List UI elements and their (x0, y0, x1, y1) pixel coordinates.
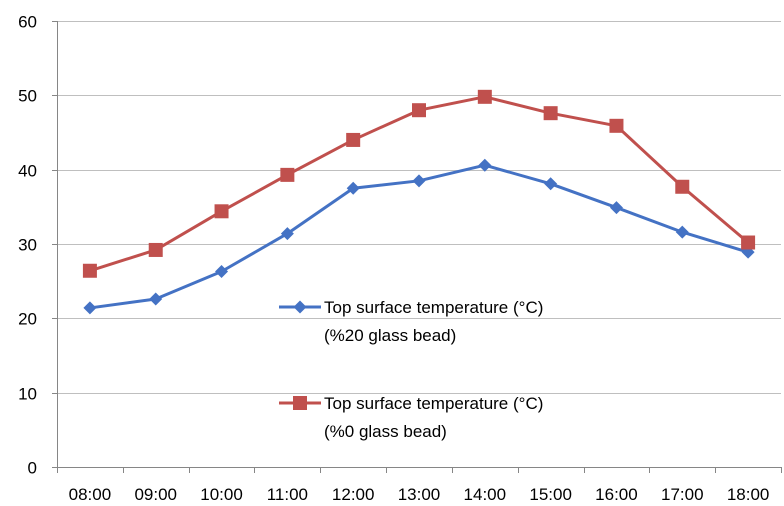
x-tick-label: 14:00 (464, 485, 507, 504)
legend-entry-series-2: Top surface temperature (°C) (%0 glass b… (279, 394, 543, 441)
y-tick-label: 40 (18, 162, 37, 181)
data-point-square (675, 179, 690, 194)
data-point-diamond (149, 292, 163, 306)
series-2 (82, 89, 756, 278)
y-tick-label: 20 (18, 310, 37, 329)
y-tick-label: 10 (18, 385, 37, 404)
y-tick-label: 50 (18, 87, 37, 106)
data-point-square (82, 263, 97, 278)
legend-label-series-1: Top surface temperature (°C) (324, 298, 543, 317)
data-point-diamond (412, 174, 426, 188)
x-tick-label: 15:00 (529, 485, 572, 504)
data-point-diamond (83, 301, 97, 315)
legend-label-series-2: Top surface temperature (°C) (324, 394, 543, 413)
data-point-diamond (346, 181, 360, 195)
series-1 (83, 158, 755, 315)
data-point-square (412, 103, 426, 118)
data-point-square (214, 204, 229, 219)
legend-entry-series-1: Top surface temperature (°C) (%20 glass … (279, 298, 543, 345)
data-point-square (280, 167, 295, 182)
y-tick-label: 0 (28, 459, 37, 478)
y-tick-label: 60 (18, 13, 37, 32)
legend-marker-series-2 (293, 396, 307, 410)
data-point-square (148, 242, 163, 257)
legend-label-series-1-line-2: (%20 glass bead) (324, 326, 456, 345)
axes: 0 10 20 30 40 50 60 08:00 09:00 10:00 11:00 12:00 13… (18, 13, 782, 504)
x-tick-label: 09:00 (134, 485, 177, 504)
data-point-square (346, 132, 361, 147)
x-tick-label: 18:00 (727, 485, 770, 504)
x-tick-label: 08:00 (69, 485, 112, 504)
data-point-square (477, 89, 492, 104)
data-point-square (609, 118, 624, 133)
data-point-square (543, 106, 558, 121)
series-group (82, 89, 756, 315)
x-tick-label: 16:00 (595, 485, 638, 504)
legend-marker-series-1 (293, 300, 307, 314)
legend: Top surface temperature (°C) (%20 glass … (279, 298, 543, 441)
data-point-diamond (544, 177, 558, 191)
x-tick-label: 13:00 (398, 485, 441, 504)
y-tick-label: 30 (18, 236, 37, 255)
gridlines (57, 21, 781, 394)
data-point-diamond (280, 227, 294, 241)
x-tick-label: 10:00 (200, 485, 243, 504)
data-point-diamond (478, 158, 492, 172)
data-point-square (741, 235, 756, 250)
data-point-diamond (609, 201, 623, 215)
data-point-diamond (675, 225, 689, 239)
x-tick-label: 17:00 (661, 485, 704, 504)
x-tick-label: 11:00 (267, 485, 308, 504)
data-point-diamond (215, 265, 229, 279)
legend-label-series-2-line-2: (%0 glass bead) (324, 422, 447, 441)
x-tick-label: 12:00 (332, 485, 375, 504)
